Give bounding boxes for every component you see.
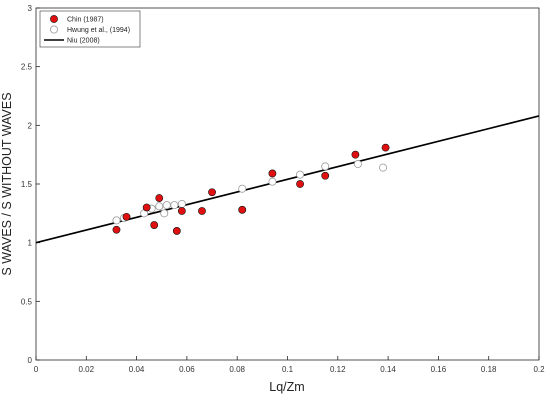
data-point-chin (381, 143, 390, 152)
data-point-hwung (177, 199, 186, 208)
data-point-chin (321, 171, 330, 180)
x-tick-label: 0.06 (179, 365, 195, 374)
data-point-chin (238, 205, 247, 214)
data-point-chin (150, 221, 159, 229)
x-tick-label: 0 (34, 365, 39, 374)
data-point-chin (208, 188, 216, 197)
data-point-hwung (112, 216, 121, 225)
data-point-hwung (296, 170, 305, 179)
data-point-hwung (162, 201, 171, 210)
y-tick-label: 2 (28, 121, 33, 130)
data-point-chin (155, 194, 164, 202)
y-tick-label: 0 (28, 356, 33, 365)
y-axis-title: S WAVES / S WITHOUT WAVES (0, 92, 14, 275)
data-point-chin (112, 225, 121, 234)
data-point-hwung (170, 201, 179, 210)
data-point-hwung (353, 160, 362, 169)
y-tick-label: 2.5 (21, 63, 33, 72)
data-point-chin (177, 207, 186, 215)
data-point-chin (172, 227, 181, 235)
data-point-chin (142, 203, 151, 212)
data-point-hwung (238, 184, 247, 193)
y-tick-label: 0.5 (21, 297, 33, 306)
data-point-hwung (160, 209, 169, 218)
legend: Chin (1987) Hwung et al., (1994) Niu (20… (39, 10, 141, 48)
x-axis: 0 0.02 0.04 0.06 0.08 0.1 0.12 0.14 0.16 0.18 0.2 (34, 356, 545, 374)
data-point-chin (296, 180, 304, 188)
y-tick-label: 1 (28, 239, 33, 248)
data-point-chin (198, 207, 206, 215)
x-tick-label: 0.08 (229, 365, 245, 374)
x-tick-label: 0.2 (533, 365, 545, 374)
plot-area (35, 7, 540, 361)
legend-marker-hwung (50, 25, 59, 34)
x-tick-label: 0.12 (330, 365, 346, 374)
data-point-hwung (379, 163, 388, 172)
legend-label-niu: Niu (2008) (67, 38, 100, 45)
x-tick-label: 0.1 (282, 365, 294, 374)
legend-label-hwung: Hwung et al., (1994) (67, 27, 130, 34)
x-tick-label: 0.18 (481, 365, 497, 374)
y-tick-label: 1.5 (21, 180, 33, 189)
y-tick-label: 3 (28, 4, 33, 13)
x-tick-label: 0.04 (129, 365, 145, 374)
data-point-hwung (155, 202, 164, 211)
data-point-chin (268, 169, 277, 178)
data-point-chin (351, 150, 360, 159)
data-point-hwung (321, 162, 330, 171)
series-layer (35, 115, 540, 244)
x-tick-label: 0.16 (431, 365, 447, 374)
legend-label-chin: Chin (1987) (67, 17, 104, 24)
data-point-chin (122, 212, 131, 221)
x-tick-label: 0.02 (79, 365, 95, 374)
x-axis-title: Lq/Zm (269, 380, 304, 394)
x-tick-label: 0.14 (380, 365, 396, 374)
legend-marker-chin (50, 15, 58, 23)
data-point-hwung (268, 177, 277, 186)
